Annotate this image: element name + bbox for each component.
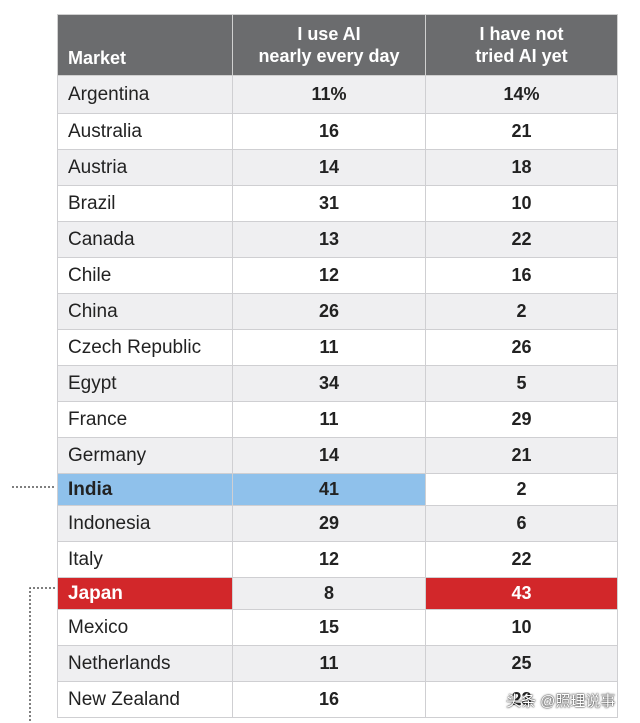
header-cell: Market [57, 14, 233, 76]
market-cell: Egypt [57, 365, 233, 402]
value-cell: 2 [425, 473, 618, 506]
table-row: Canada 13 22 [57, 221, 618, 258]
value-cell: 41 [232, 473, 426, 506]
value-cell: 23 [425, 681, 618, 718]
market-cell: Australia [57, 113, 233, 150]
value-cell: 31 [232, 185, 426, 222]
value-cell: 34 [232, 365, 426, 402]
value-cell: 22 [425, 221, 618, 258]
table-row: Germany 14 21 [57, 437, 618, 474]
value-cell: 12 [232, 541, 426, 578]
japan-pointer [29, 587, 55, 723]
market-cell: Italy [57, 541, 233, 578]
market-cell: Indonesia [57, 505, 233, 542]
value-cell: 11% [232, 75, 426, 114]
table-row: China 26 2 [57, 293, 618, 330]
value-cell: 26 [425, 329, 618, 366]
value-cell: 29 [232, 505, 426, 542]
market-cell: China [57, 293, 233, 330]
market-table: Market I use AI nearly every day I have no… [57, 14, 618, 718]
value-cell: 14 [232, 149, 426, 186]
value-cell: 13 [232, 221, 426, 258]
table-row: Indonesia 29 6 [57, 505, 618, 542]
market-cell: France [57, 401, 233, 438]
value-cell: 16 [425, 257, 618, 294]
value-cell: 43 [425, 577, 618, 610]
table-row: Chile 12 16 [57, 257, 618, 294]
value-cell: 11 [232, 401, 426, 438]
market-cell: Brazil [57, 185, 233, 222]
market-cell: Chile [57, 257, 233, 294]
value-cell: 16 [232, 113, 426, 150]
market-cell: Canada [57, 221, 233, 258]
value-cell: 6 [425, 505, 618, 542]
header-cell: I have not tried AI yet [425, 14, 618, 76]
table-row: Austria 14 18 [57, 149, 618, 186]
value-cell: 22 [425, 541, 618, 578]
value-cell: 2 [425, 293, 618, 330]
value-cell: 11 [232, 645, 426, 682]
value-cell: 29 [425, 401, 618, 438]
table-row: Italy 12 22 [57, 541, 618, 578]
value-cell: 12 [232, 257, 426, 294]
table-row: India 41 2 [57, 473, 618, 506]
value-cell: 25 [425, 645, 618, 682]
market-cell: Czech Republic [57, 329, 233, 366]
value-cell: 26 [232, 293, 426, 330]
table-row: Argentina 11% 14% [57, 75, 618, 114]
table-row: Australia 16 21 [57, 113, 618, 150]
table-row: New Zealand 16 23 [57, 681, 618, 718]
value-cell: 11 [232, 329, 426, 366]
value-cell: 18 [425, 149, 618, 186]
value-cell: 15 [232, 609, 426, 646]
table-row: Czech Republic 11 26 [57, 329, 618, 366]
value-cell: 10 [425, 185, 618, 222]
value-cell: 5 [425, 365, 618, 402]
value-cell: 10 [425, 609, 618, 646]
header-row: Market I use AI nearly every day I have no… [57, 14, 618, 76]
watermark: 头条 @照理说事 [506, 693, 616, 710]
table-row: Brazil 31 10 [57, 185, 618, 222]
market-cell: Japan [57, 577, 233, 610]
market-cell: Argentina [57, 75, 233, 114]
table-row: Egypt 34 5 [57, 365, 618, 402]
table-row: Netherlands 11 25 [57, 645, 618, 682]
header-cell: I use AI nearly every day [232, 14, 426, 76]
value-cell: 21 [425, 113, 618, 150]
market-cell: Netherlands [57, 645, 233, 682]
market-cell: India [57, 473, 233, 506]
market-cell: Germany [57, 437, 233, 474]
value-cell: 14 [232, 437, 426, 474]
table-row: Japan 8 43 [57, 577, 618, 610]
value-cell: 8 [232, 577, 426, 610]
table-row: France 11 29 [57, 401, 618, 438]
value-cell: 16 [232, 681, 426, 718]
market-cell: Mexico [57, 609, 233, 646]
market-cell: Austria [57, 149, 233, 186]
market-cell: New Zealand [57, 681, 233, 718]
table-row: Mexico 15 10 [57, 609, 618, 646]
value-cell: 14% [425, 75, 618, 114]
value-cell: 21 [425, 437, 618, 474]
